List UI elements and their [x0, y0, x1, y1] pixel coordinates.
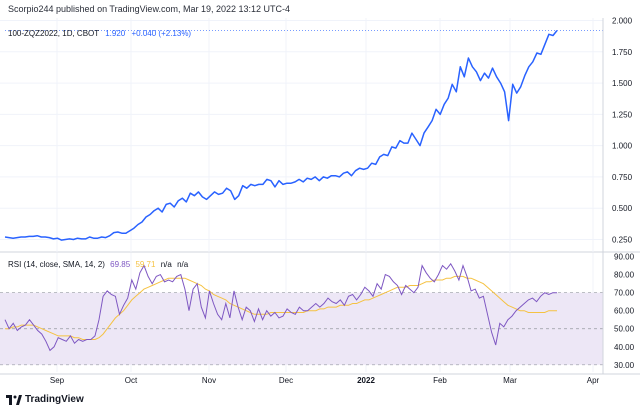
price-pane[interactable] — [0, 18, 640, 253]
rsi-y-axis: 30.00 40.00 50.00 60.00 70.00 80.00 90.00 — [614, 253, 635, 370]
price-tick-label: 1.250 — [612, 110, 633, 119]
x-tick-label: 2022 — [357, 376, 375, 385]
x-tick-label: Feb — [433, 376, 447, 385]
tradingview-brand[interactable]: TradingView — [6, 394, 84, 405]
price-change: +0.040 (+2.13%) — [131, 29, 192, 38]
rsi-label: RSI (14, close, SMA, 14, 2) — [8, 260, 105, 269]
rsi-tick-label: 60.00 — [614, 307, 635, 316]
x-tick-label: Sep — [50, 376, 65, 385]
publisher-line: Scorpio244 published on TradingView.com,… — [8, 4, 291, 14]
rsi-tick-label: 30.00 — [614, 361, 635, 370]
rsi-legend: RSI (14, close, SMA, 14, 2) 69.85 59.71 … — [8, 260, 188, 269]
x-tick-label: Oct — [125, 376, 138, 385]
x-tick-label: Dec — [279, 376, 293, 385]
rsi-tick-label: 90.00 — [614, 253, 635, 262]
rsi-tick-label: 40.00 — [614, 343, 635, 352]
x-tick-label: Mar — [503, 376, 517, 385]
rsi-pane[interactable] — [0, 253, 603, 372]
tradingview-brand-text: TradingView — [25, 394, 84, 405]
rsi-tick-label: 50.00 — [614, 325, 635, 334]
price-tick-label: 0.750 — [612, 173, 633, 182]
price-tick-label: 1.500 — [612, 79, 633, 88]
price-y-axis: 0.250 0.500 0.750 1.000 1.250 1.500 1.750 2.000 — [602, 17, 633, 374]
rsi-sma-value: 59.71 — [135, 260, 156, 269]
price-tick-label: 2.000 — [612, 17, 633, 26]
symbol-label: 100-ZQZ2022, 1D, CBOT — [8, 29, 99, 38]
rsi-tick-label: 80.00 — [614, 271, 635, 280]
rsi-value: 69.85 — [110, 260, 131, 269]
price-series-line[interactable] — [4, 30, 558, 241]
price-tick-label: 1.000 — [612, 142, 633, 151]
rsi-na-1: n/a — [160, 260, 172, 269]
last-price: 1.920 — [105, 29, 126, 38]
tradingview-logo-icon — [6, 394, 22, 405]
x-axis: Sep Oct Nov Dec 2022 Feb Mar Apr — [0, 373, 640, 385]
x-tick-label: Apr — [587, 376, 600, 385]
price-tick-label: 0.250 — [612, 235, 633, 244]
price-tick-label: 1.750 — [612, 48, 633, 57]
x-tick-label: Nov — [202, 376, 216, 385]
rsi-tick-label: 70.00 — [614, 289, 635, 298]
rsi-sma-line[interactable] — [5, 275, 557, 340]
symbol-legend: 100-ZQZ2022, 1D, CBOT 1.920 +0.040 (+2.1… — [8, 29, 191, 38]
price-tick-label: 0.500 — [612, 204, 633, 213]
rsi-line[interactable] — [4, 262, 557, 352]
rsi-na-2: n/a — [177, 260, 189, 269]
